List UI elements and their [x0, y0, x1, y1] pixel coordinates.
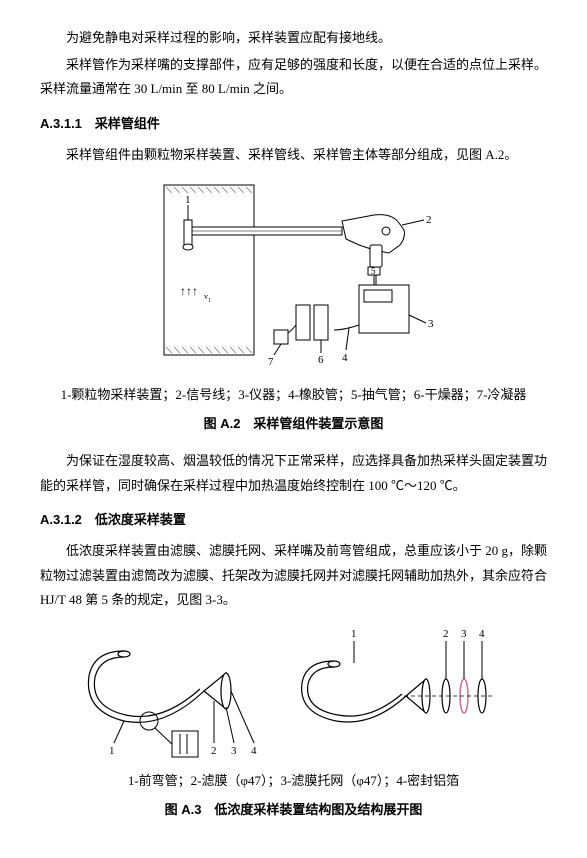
figure-a2: ↑↑↑ v1 1 2 3 5 4 6 7: [40, 175, 547, 375]
heading-a311: A.3.1.1 采样管组件: [40, 112, 547, 137]
fig2l-label-4: 4: [251, 745, 257, 757]
paragraph: 采样管组件由颗粒物采样装置、采样管线、采样管主体等部分组成，见图 A.2。: [40, 143, 547, 168]
paragraph: 为避免静电对采样过程的影响，采样装置应配有接地线。: [40, 26, 547, 51]
fig1-label-7: 7: [268, 356, 274, 368]
figure-a3-caption: 图 A.3 低浓度采样装置结构图及结构展开图: [40, 798, 547, 823]
fig2r-label-4: 4: [479, 628, 485, 640]
fig2r-label-3: 3: [461, 628, 467, 640]
fig1-label-2: 2: [426, 214, 432, 226]
paragraph: 为保证在湿度较高、烟温较低的情况下正常采样，应选择具备加热采样头固定装置功能的采…: [40, 449, 547, 498]
fig2l-label-1: 1: [109, 745, 115, 757]
figure-a3-legend: 1-前弯管；2-滤膜（φ47）；3-滤膜托网（φ47）；4-密封铝箔: [40, 769, 547, 794]
svg-text:1: 1: [208, 298, 211, 304]
fig1-label-1: 1: [185, 194, 191, 206]
figure-a3: 1 2 3 4 1 2 3 4: [40, 621, 547, 761]
paragraph: 低浓度采样装置由滤膜、滤膜托网、采样嘴及前弯管组成，总重应该小于 20 g，除颗…: [40, 539, 547, 613]
fig2l-label-2: 2: [211, 745, 217, 757]
fig2r-label-2: 2: [443, 628, 449, 640]
fig1-label-6: 6: [318, 354, 324, 366]
heading-a312: A.3.1.2 低浓度采样装置: [40, 508, 547, 533]
fig1-label-3: 3: [428, 318, 434, 330]
fig1-label-5: 5: [371, 266, 376, 276]
fig1-label-4: 4: [342, 352, 348, 364]
paragraph: 采样管作为采样嘴的支撑部件，应有足够的强度和长度，以便在合适的点位上采样。采样流…: [40, 53, 547, 102]
figure-a2-caption: 图 A.2 采样管组件装置示意图: [40, 412, 547, 437]
fig2l-label-3: 3: [231, 745, 237, 757]
flow-arrows: ↑↑↑: [180, 284, 198, 298]
figure-a2-legend: 1-颗粒物采样装置；2-信号线；3-仪器；4-橡胶管；5-抽气管；6-干燥器；7…: [40, 383, 547, 408]
fig2r-label-1: 1: [351, 628, 357, 640]
